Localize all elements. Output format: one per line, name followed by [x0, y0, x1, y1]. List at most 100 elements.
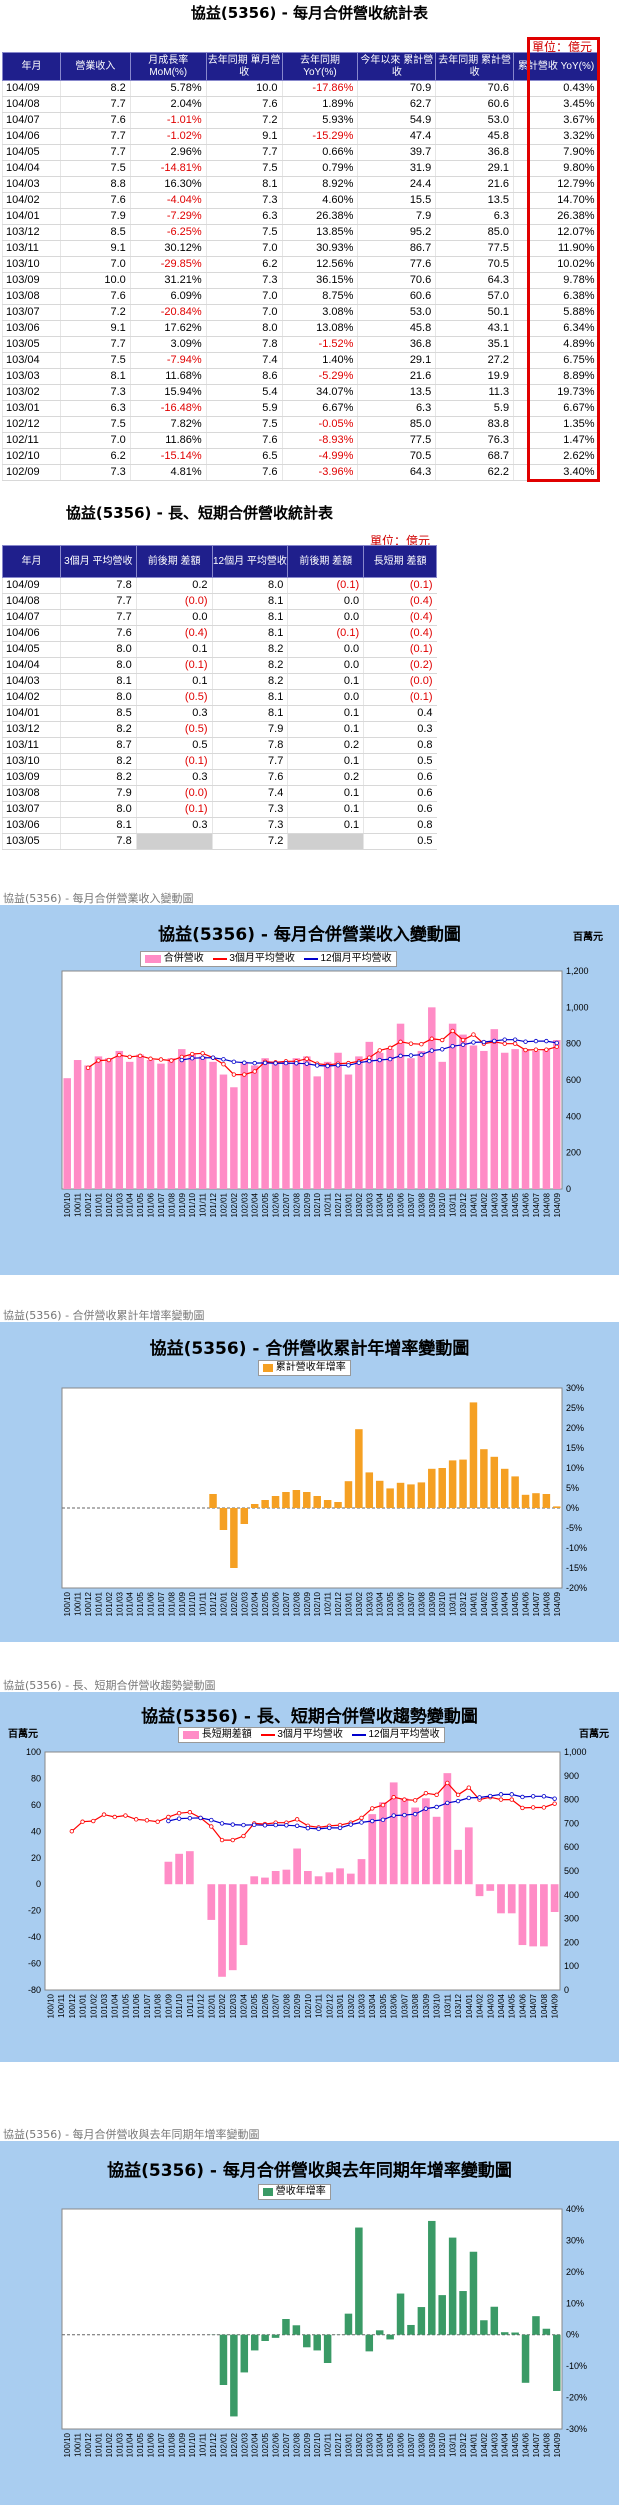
table-cell — [135, 833, 213, 850]
table-cell: 7.3 — [211, 817, 288, 834]
table-cell: 9.1 — [205, 128, 283, 145]
avg12-point — [530, 1794, 536, 1799]
avg3-point — [498, 1797, 504, 1802]
table-cell: -7.29% — [129, 208, 207, 225]
revenue-bar — [84, 1065, 92, 1189]
cum-yoy-bar — [303, 1492, 311, 1508]
diff-bar — [175, 1853, 183, 1885]
avg3-point — [137, 1053, 143, 1059]
x-tick-label: 101/07 — [157, 2432, 166, 2457]
avg3-point — [450, 1028, 455, 1034]
x-tick-label: 104/01 — [469, 1192, 478, 1217]
x-tick-label: 104/05 — [508, 1993, 517, 2018]
y-tick-label: 400 — [564, 1890, 579, 1900]
avg3-point — [80, 1819, 85, 1824]
monthly-revenue-chart: 協益(5356) - 每月合併營業收入變動圖 百萬元 合併營收 3個月平均營收 … — [0, 905, 619, 1275]
table-cell: 7.7 — [211, 753, 288, 770]
plot-area — [61, 1387, 563, 1589]
x-tick-label: 102/07 — [282, 2432, 291, 2457]
cum-yoy-bar — [396, 1482, 405, 1508]
table-cell: 7.8 — [205, 336, 283, 353]
x-tick-label: 103/08 — [417, 2432, 426, 2457]
table-cell: 70.9 — [357, 80, 436, 97]
table-cell: (0.5) — [135, 689, 213, 706]
cum-yoy-bar — [490, 1456, 499, 1508]
avg3-point — [252, 1069, 257, 1074]
table-cell: 45.8 — [357, 320, 436, 337]
table-cell: 104/06 — [2, 625, 61, 642]
table-cell: 103/06 — [2, 817, 61, 834]
table-row: 103/07 7.2 -20.84% 7.0 3.08% 53.0 50.1 5.88% — [2, 304, 599, 321]
x-tick-label: 104/08 — [542, 1591, 551, 1616]
diff-bar — [379, 1802, 387, 1885]
x-tick-label: 103/07 — [407, 1591, 416, 1616]
avg12-point — [242, 1060, 247, 1065]
table-cell: 47.4 — [357, 128, 436, 145]
revenue-bar — [125, 1061, 134, 1189]
table-cell: -20.84% — [129, 304, 207, 321]
table-cell: 8.1 — [211, 593, 288, 610]
x-tick-label: 101/01 — [79, 1993, 88, 2018]
table-cell: 104/05 — [2, 641, 61, 658]
table-cell: 103/11 — [2, 737, 61, 754]
avg3-point — [85, 1065, 91, 1071]
x-tick-label: 101/07 — [157, 1192, 166, 1217]
diff-bar — [540, 1884, 548, 1947]
table-cell: 76.3 — [435, 432, 514, 449]
x-tick-label: 100/11 — [74, 1591, 83, 1615]
x-tick-label: 103/11 — [449, 1192, 458, 1216]
y-tick-label: 15% — [566, 1443, 584, 1453]
y-tick-label: 100 — [26, 1747, 41, 1757]
table-cell: 103/05 — [2, 336, 61, 353]
table-cell: 104/03 — [2, 176, 61, 193]
y-tick-label: 20 — [31, 1853, 41, 1863]
table-cell: -17.86% — [281, 80, 358, 97]
avg12-point — [445, 1800, 450, 1806]
table-cell: 6.3 — [59, 400, 131, 417]
table-cell: (0.1) — [135, 657, 213, 674]
table-cell: 60.6 — [435, 96, 514, 113]
avg3-point — [144, 1818, 150, 1823]
x-tick-label: 103/11 — [449, 2432, 458, 2456]
avg3-point — [408, 1041, 414, 1046]
diff-bar — [304, 1871, 312, 1885]
table-cell: 0.6 — [363, 769, 437, 786]
revenue-bar — [490, 1029, 499, 1189]
table-cell: 6.75% — [513, 352, 599, 369]
avg3-point — [530, 1805, 536, 1810]
table-cell: 104/01 — [2, 208, 61, 225]
table-cell: 5.88% — [513, 304, 599, 321]
table-cell: 5.9 — [205, 400, 283, 417]
avg12-point — [455, 1798, 461, 1804]
y-tick-label: 700 — [564, 1818, 579, 1828]
avg12-point — [466, 1795, 472, 1801]
table-cell: 0.0 — [287, 689, 364, 706]
y-tick-label: -10% — [566, 1543, 587, 1553]
chart1-legend-1: 合併營收 — [163, 953, 204, 964]
cum-yoy-bar — [250, 1504, 259, 1508]
yoy-bar — [292, 2325, 301, 2335]
table-cell: -7.94% — [129, 352, 207, 369]
avg12-point — [335, 1063, 341, 1068]
x-tick-label: 102/05 — [261, 1591, 270, 1616]
table-cell: 7.6 — [205, 96, 283, 113]
x-tick-label: 104/01 — [469, 1591, 478, 1616]
x-tick-label: 101/11 — [199, 1192, 208, 1216]
avg12-point — [367, 1058, 372, 1064]
revenue-bar — [355, 1056, 363, 1189]
yoy-bar — [271, 2334, 280, 2338]
yoy-bar — [365, 2334, 374, 2352]
table-cell: 1.40% — [281, 352, 358, 369]
table-row: 103/11 9.1 30.12% 7.0 30.93% 86.7 77.5 11.90% — [2, 240, 599, 257]
table-cell: 0.3 — [135, 769, 213, 786]
table-cell: 11.3 — [435, 384, 514, 401]
x-tick-label: 104/06 — [522, 1192, 531, 1217]
x-tick-label: 101/06 — [147, 1192, 156, 1217]
diff-bar — [507, 1884, 516, 1914]
yoy-bar — [417, 2307, 426, 2335]
avg3-line — [87, 1030, 557, 1076]
revenue-bar — [303, 1056, 311, 1189]
x-tick-label: 101/02 — [89, 1993, 98, 2018]
table-cell: 8.1 — [211, 705, 288, 722]
table-cell: 103/12 — [2, 224, 61, 241]
